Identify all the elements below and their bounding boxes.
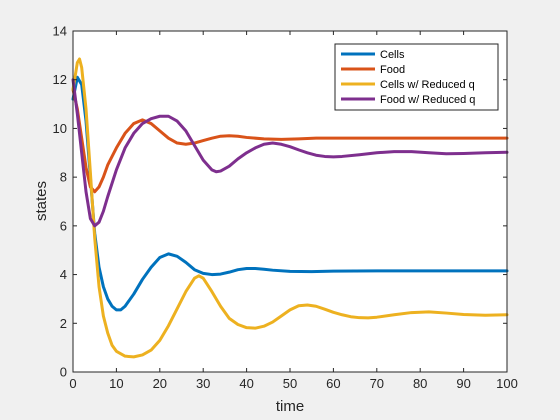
x-tick-label: 80 xyxy=(413,376,427,391)
x-tick-label: 10 xyxy=(109,376,123,391)
series-layer xyxy=(71,57,509,359)
series-line-4 xyxy=(71,78,509,228)
x-tick-label: 60 xyxy=(326,376,340,391)
y-tick-label: 0 xyxy=(60,365,67,380)
x-axis-label: time xyxy=(276,398,304,415)
x-tick-label: 70 xyxy=(370,376,384,391)
x-tick-label: 50 xyxy=(283,376,297,391)
y-tick-label: 14 xyxy=(53,24,67,39)
y-tick-label: 12 xyxy=(53,72,67,87)
y-tick-label: 4 xyxy=(60,267,67,282)
series-line-2 xyxy=(71,87,509,194)
x-tick-label: 40 xyxy=(239,376,253,391)
series-line-1 xyxy=(71,75,509,312)
legend-label-4: Food w/ Reduced q xyxy=(380,94,475,106)
legend-label-1: Cells xyxy=(380,49,405,61)
y-tick-label: 6 xyxy=(60,218,67,233)
y-tick-label: 2 xyxy=(60,316,67,331)
y-axis-label: states xyxy=(33,181,50,221)
y-tick-label: 10 xyxy=(53,121,67,136)
axes-layer: 0 10 20 30 40 50 60 70 80 90 100 0 2 4 6 8 10 12 14 xyxy=(53,24,518,392)
legend-label-3: Cells w/ Reduced q xyxy=(380,79,475,91)
legend-label-2: Food xyxy=(380,64,405,76)
x-tick-label: 0 xyxy=(69,376,76,391)
x-tick-label: 100 xyxy=(496,376,518,391)
x-tick-label: 30 xyxy=(196,376,210,391)
x-tick-label: 90 xyxy=(456,376,470,391)
y-tick-label: 8 xyxy=(60,170,67,185)
series-line-3 xyxy=(71,57,509,359)
legend: Cells Food Cells w/ Reduced q Food w/ Reduc… xyxy=(334,43,499,111)
x-tick-label: 20 xyxy=(153,376,167,391)
